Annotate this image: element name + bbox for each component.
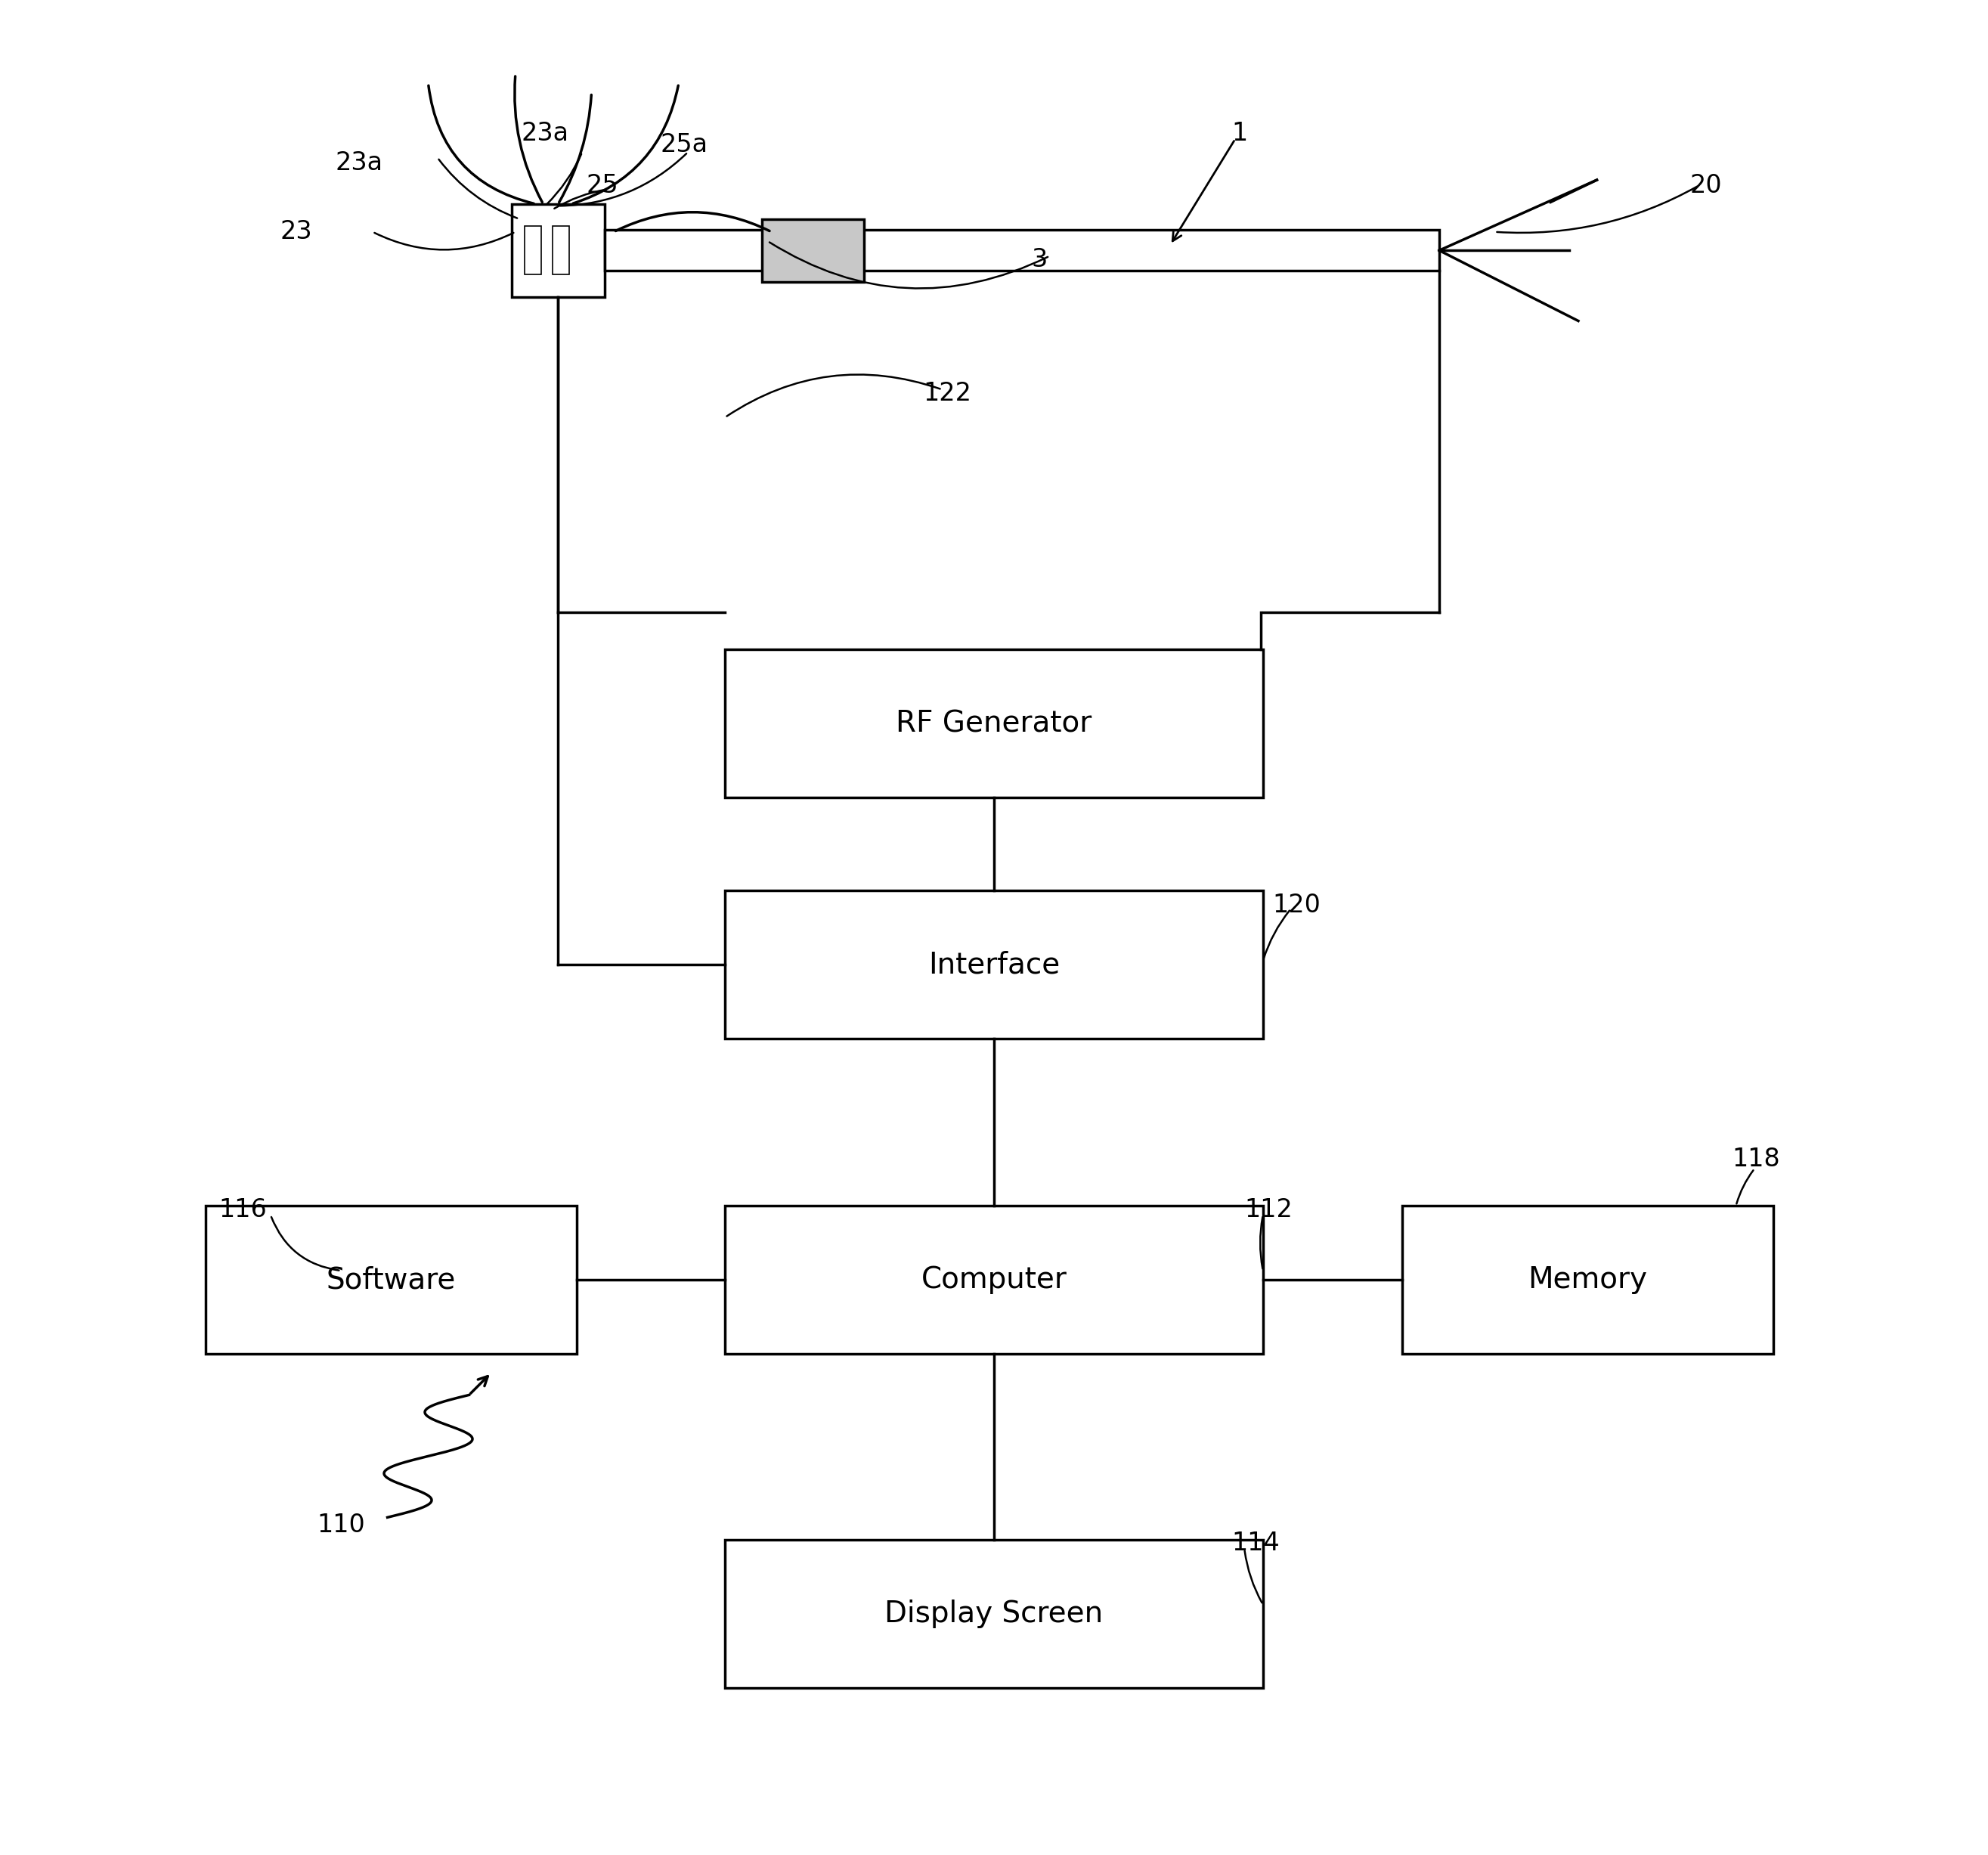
Text: RF Generator: RF Generator — [897, 709, 1091, 738]
Bar — [726, 890, 1262, 1039]
Text: 3: 3 — [1032, 247, 1048, 273]
Text: Interface: Interface — [928, 950, 1060, 979]
Text: Software: Software — [326, 1265, 455, 1295]
Bar — [726, 1206, 1262, 1354]
Text: 20: 20 — [1690, 173, 1722, 198]
Text: 120: 120 — [1272, 892, 1320, 918]
Text: 1: 1 — [1231, 121, 1248, 147]
Text: 23: 23 — [280, 219, 312, 245]
Bar — [726, 649, 1262, 798]
Bar — [525, 226, 541, 275]
Text: 110: 110 — [316, 1512, 366, 1538]
Text: 118: 118 — [1732, 1146, 1781, 1172]
Bar — [1402, 1206, 1773, 1354]
Bar — [511, 204, 604, 297]
Bar — [604, 230, 1439, 271]
Bar — [205, 1206, 577, 1354]
Text: 116: 116 — [219, 1196, 266, 1222]
Bar — [726, 1540, 1262, 1688]
Text: 122: 122 — [924, 380, 972, 406]
Text: Memory: Memory — [1529, 1265, 1648, 1295]
Text: 23a: 23a — [521, 121, 569, 147]
Bar — [553, 226, 569, 275]
Bar — [761, 219, 865, 282]
Text: 23a: 23a — [336, 150, 384, 176]
Text: Display Screen: Display Screen — [885, 1599, 1103, 1629]
Text: 25a: 25a — [660, 132, 708, 158]
Text: 114: 114 — [1231, 1530, 1280, 1556]
Text: Computer: Computer — [920, 1265, 1068, 1295]
Text: 112: 112 — [1244, 1196, 1292, 1222]
Text: 25: 25 — [586, 173, 618, 198]
